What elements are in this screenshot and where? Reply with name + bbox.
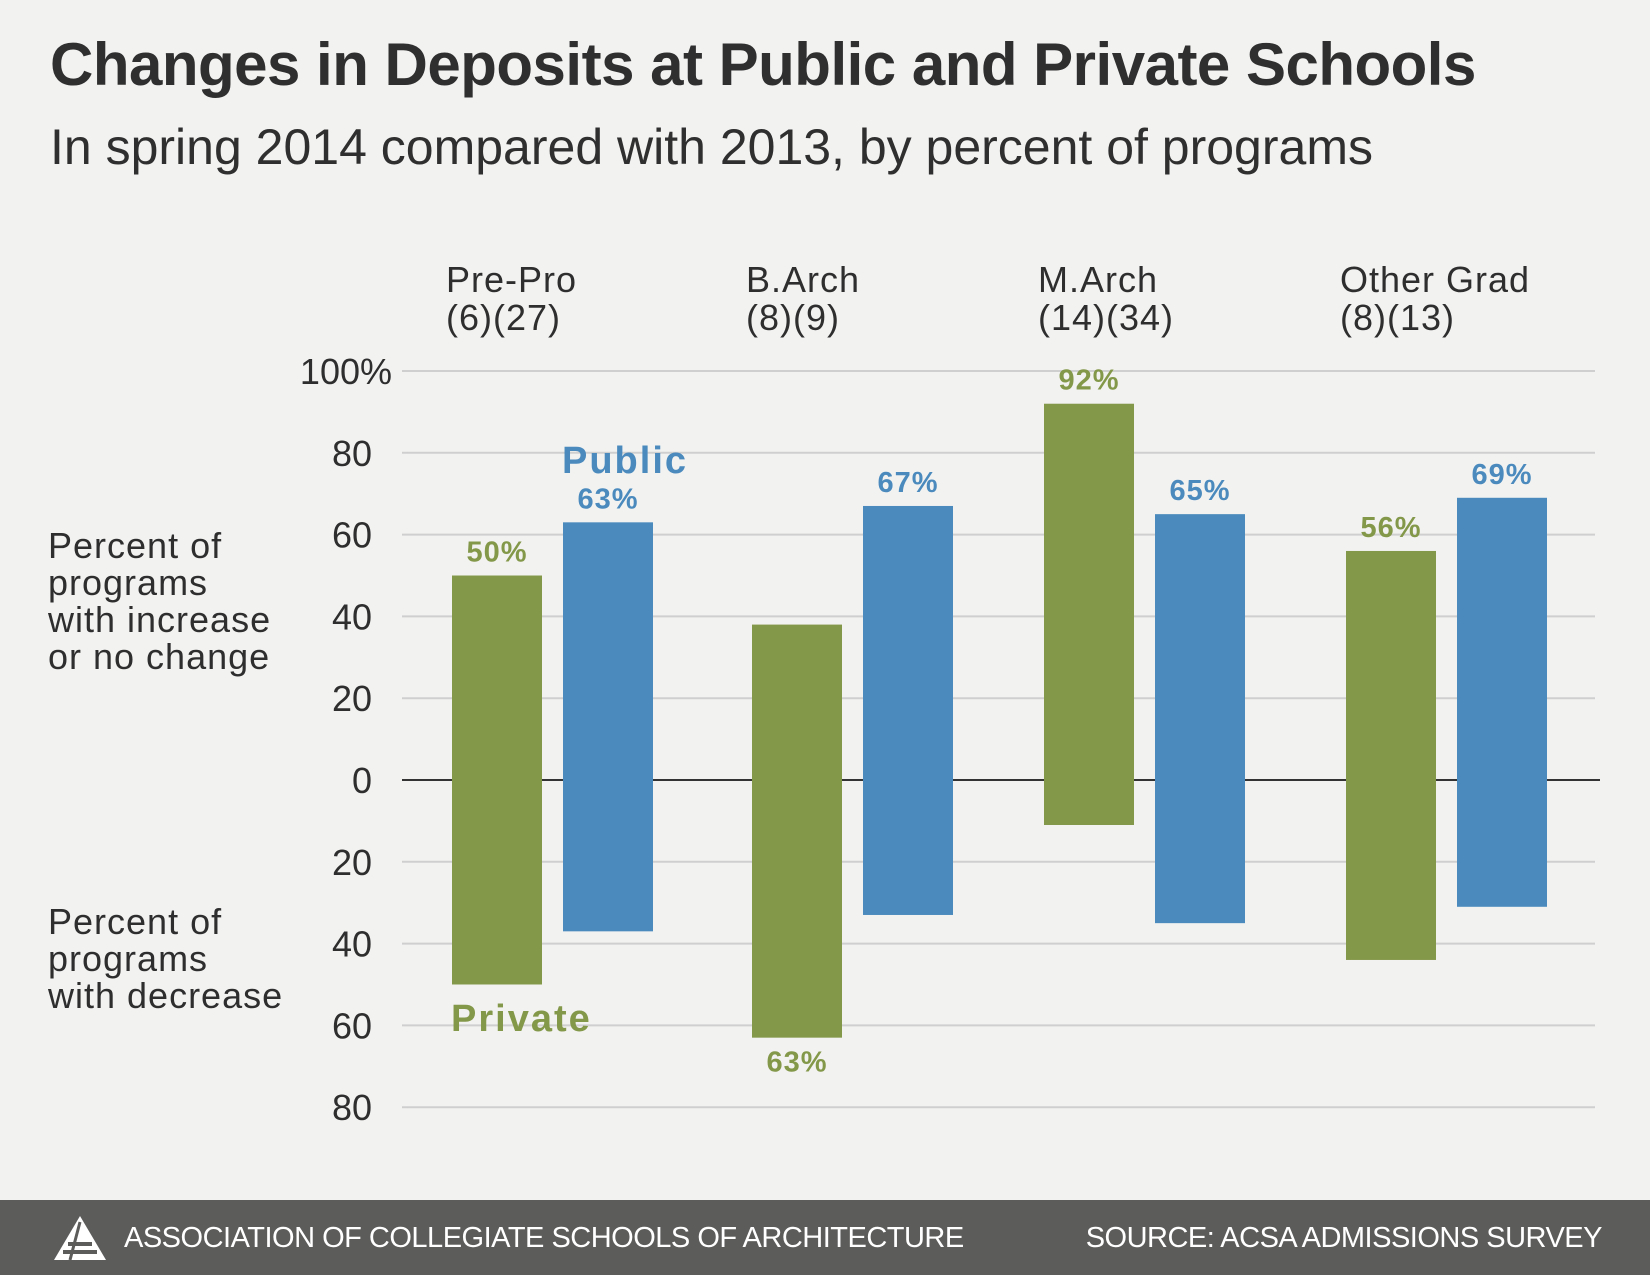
public-increase-data-label: 69% [1471,459,1532,491]
public-bar [563,522,653,932]
y-tick-label: 0 [352,760,372,801]
category-label: Pre-Pro [446,259,577,300]
category-count-label: (8)(13) [1340,297,1455,338]
organization-name: ASSOCIATION OF COLLEGIATE SCHOOLS OF ARC… [124,1222,964,1254]
private-increase-data-label: 56% [1360,512,1421,544]
y-tick-label: 20 [332,842,372,883]
category-count-label: (14)(34) [1038,297,1174,338]
y-axis-label-decrease: with decrease [47,975,283,1016]
category-count-label: (8)(9) [746,297,840,338]
private-decrease-data-label: 63% [766,1047,827,1079]
chart-title: Changes in Deposits at Public and Privat… [50,31,1476,98]
private-bar [452,575,542,985]
private-bar [1346,550,1436,960]
y-tick-label: 80 [332,433,372,474]
footer-bar: ASSOCIATION OF COLLEGIATE SCHOOLS OF ARC… [0,1200,1650,1275]
y-tick-label: 100% [300,351,392,392]
category-count-label: (6)(27) [446,297,561,338]
y-tick-label: 60 [332,1005,372,1046]
source-note: SOURCE: ACSA ADMISSIONS SURVEY [1085,1222,1603,1254]
private-bar [1044,403,1134,825]
private-legend-label: Private [451,998,592,1040]
y-axis-label-increase: Percent of [48,525,222,566]
y-tick-label: 20 [332,678,372,719]
y-tick-label: 60 [332,515,372,556]
y-axis-label-increase: with increase [47,599,271,640]
private-increase-data-label: 92% [1058,365,1119,397]
private-bar [752,624,842,1038]
y-tick-label: 40 [332,596,372,637]
private-increase-data-label: 50% [466,537,527,569]
public-bar [1457,497,1547,907]
y-axis-label-decrease: programs [48,938,208,979]
public-increase-data-label: 65% [1169,475,1230,507]
category-label: Other Grad [1340,259,1530,300]
diverging-bar-chart: 100% 80 60 40 20 0 20 40 60 80 Pre-Pro(6)(27) B.Arc… [47,259,1600,1128]
acsa-triangle-logo-icon [54,1216,106,1261]
public-bar [1155,514,1245,924]
public-bar [863,505,953,915]
y-axis-label-decrease: Percent of [48,901,222,942]
y-axis-label-increase: or no change [48,636,270,677]
category-label: B.Arch [746,259,860,300]
y-tick-label: 80 [332,1087,372,1128]
y-tick-label: 40 [332,924,372,965]
y-axis-label-increase: programs [48,562,208,603]
category-label: M.Arch [1038,259,1158,300]
public-legend-label: Public [562,440,688,482]
public-increase-data-label: 67% [877,467,938,499]
chart-subtitle: In spring 2014 compared with 2013, by pe… [50,119,1373,175]
public-increase-data-label: 63% [577,483,638,515]
